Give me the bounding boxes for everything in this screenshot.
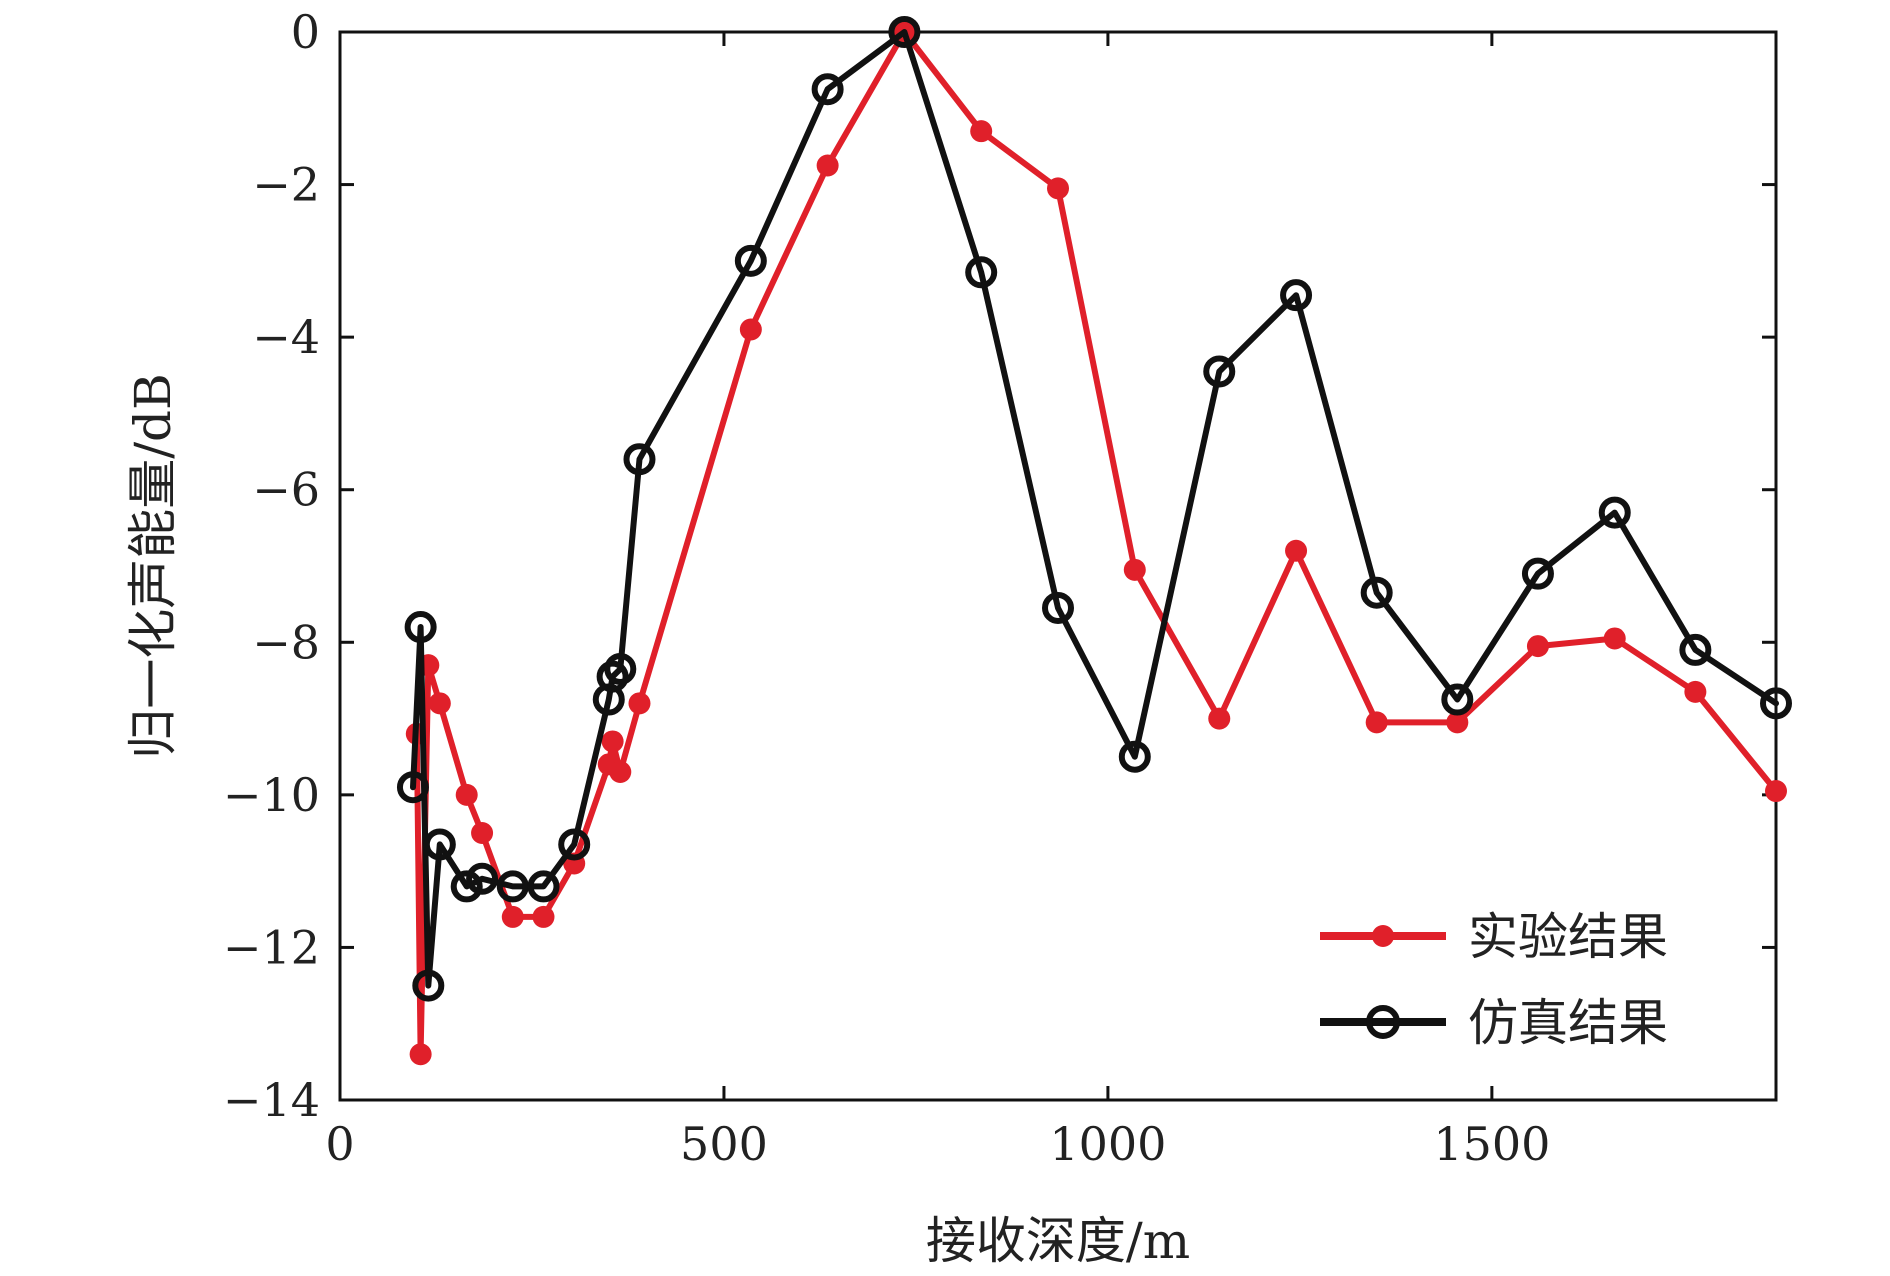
data-point-experiment (601, 730, 624, 753)
data-point-experiment (1285, 539, 1308, 562)
x-tick-label: 1500 (1433, 1117, 1550, 1171)
y-tick-label: −14 (223, 1073, 320, 1127)
data-point-simulation (1360, 576, 1393, 609)
data-point-experiment (1526, 635, 1549, 658)
data-point-simulation (423, 828, 456, 861)
data-point-simulation (1598, 496, 1631, 529)
data-point-experiment (1765, 780, 1787, 803)
data-point-simulation (965, 256, 998, 289)
data-point-simulation (888, 16, 921, 48)
data-point-experiment (501, 905, 524, 928)
data-point-simulation (396, 771, 429, 804)
y-tick-label: −2 (252, 158, 320, 212)
x-tick-label: 500 (680, 1117, 768, 1171)
y-tick-label: 0 (291, 5, 320, 59)
y-axis-title: 归一化声能量/dB (124, 373, 182, 759)
x-tick-label: 0 (325, 1117, 354, 1171)
data-point-simulation (1203, 355, 1236, 388)
data-point-simulation (404, 611, 437, 644)
data-point-simulation (1118, 740, 1151, 773)
series-simulation (396, 16, 1792, 1002)
data-point-simulation (623, 443, 656, 476)
legend-label-experiment: 实验结果 (1468, 908, 1668, 966)
data-point-experiment (1208, 707, 1231, 730)
data-point-simulation (558, 828, 591, 861)
data-point-experiment (409, 1043, 432, 1066)
plot-frame (338, 30, 1778, 1102)
data-point-simulation (527, 870, 560, 903)
data-point-experiment (609, 760, 632, 783)
data-point-simulation (604, 652, 637, 685)
data-point-experiment (428, 692, 451, 715)
data-point-simulation (596, 660, 629, 693)
legend: 实验结果 仿真结果 (1320, 908, 1668, 1052)
data-point-simulation (1679, 633, 1712, 666)
data-point-simulation (496, 870, 529, 903)
data-point-experiment (455, 783, 478, 806)
data-point-experiment (1365, 711, 1388, 734)
legend-entry-simulation: 仿真结果 (1320, 994, 1668, 1052)
legend-marker-experiment (1372, 925, 1394, 947)
x-axis-title: 接收深度/m (926, 1212, 1190, 1270)
y-tick-label: −8 (252, 615, 320, 669)
axis-ticks (338, 30, 1776, 1102)
legend-entry-experiment: 实验结果 (1320, 908, 1668, 966)
series-line-simulation (410, 29, 1779, 989)
data-point-experiment (816, 154, 839, 177)
data-point-experiment (471, 822, 494, 844)
data-point-simulation (1280, 279, 1313, 312)
data-point-simulation (1521, 557, 1554, 590)
data-point-experiment (1446, 711, 1469, 734)
data-point-simulation (450, 870, 483, 903)
data-point-experiment (739, 318, 762, 341)
legend-label-simulation: 仿真结果 (1468, 994, 1668, 1052)
data-point-experiment (970, 120, 993, 143)
axis-tick-labels: 0 500 1000 1500 0 −2 −4 −6 −8 −10 −12 −14 (223, 5, 1550, 1171)
data-point-simulation (811, 73, 844, 106)
series-layer (396, 16, 1792, 1066)
data-point-experiment (628, 692, 651, 715)
data-point-simulation (734, 244, 767, 277)
data-point-simulation (1441, 683, 1474, 716)
data-point-experiment (1603, 627, 1626, 650)
legend-marker-simulation (1366, 1005, 1400, 1039)
data-point-simulation (1042, 591, 1074, 624)
data-point-simulation (412, 969, 445, 1002)
x-tick-label: 1000 (1049, 1117, 1166, 1171)
data-point-experiment (1047, 177, 1069, 200)
data-point-experiment (532, 905, 555, 928)
y-tick-label: −6 (252, 463, 320, 517)
y-tick-label: −12 (223, 920, 320, 974)
y-tick-label: −4 (252, 310, 320, 364)
y-tick-label: −10 (223, 768, 320, 822)
data-point-simulation (466, 862, 499, 895)
data-point-simulation (1760, 687, 1792, 720)
data-point-experiment (1684, 680, 1707, 703)
data-point-experiment (1123, 558, 1146, 581)
